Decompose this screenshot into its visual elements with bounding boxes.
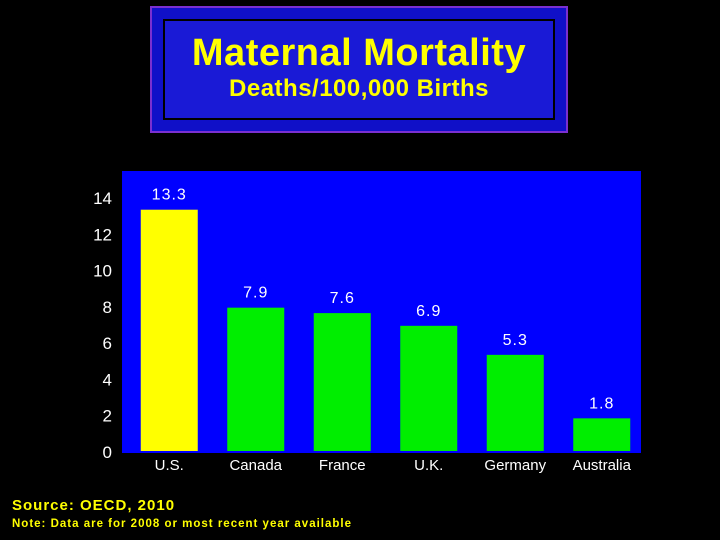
- x-tick-label: France: [319, 457, 366, 474]
- bar-australia: [573, 418, 631, 451]
- y-tick-label: 8: [103, 298, 112, 317]
- bar-germany: [486, 354, 544, 451]
- bars-group: 13.3 7.9 7.6 6.9 5.3 1.8: [140, 187, 631, 451]
- y-tick-label: 12: [93, 225, 112, 244]
- bar-canada: [227, 307, 285, 451]
- note-text: Note: Data are for 2008 or most recent y…: [12, 518, 352, 530]
- data-label: 13.3: [152, 187, 187, 204]
- bar-us: [140, 209, 198, 451]
- y-tick-label: 14: [93, 189, 112, 208]
- bar-uk: [400, 325, 458, 451]
- x-axis: U.S. Canada France U.K. Germany Australia: [155, 457, 632, 474]
- title-box: Maternal Mortality Deaths/100,000 Births: [150, 6, 568, 133]
- x-tick-label: U.K.: [414, 457, 443, 474]
- y-tick-label: 10: [93, 262, 112, 281]
- bar-france: [313, 313, 371, 451]
- y-tick-label: 0: [103, 443, 112, 462]
- y-tick-label: 6: [103, 334, 112, 353]
- chart-title: Maternal Mortality: [191, 32, 527, 74]
- x-tick-label: Canada: [229, 457, 282, 474]
- x-tick-label: Germany: [484, 457, 546, 474]
- y-axis: 0 2 4 6 8 10 12 14: [93, 189, 112, 462]
- y-tick-label: 4: [103, 370, 112, 389]
- data-label: 5.3: [503, 332, 528, 349]
- source-text: Source: OECD, 2010: [12, 497, 176, 514]
- plot-area: [122, 171, 641, 453]
- data-label: 7.9: [243, 285, 268, 302]
- x-tick-label: Australia: [573, 457, 632, 474]
- data-label: 7.6: [330, 290, 355, 307]
- data-label: 1.8: [589, 395, 614, 412]
- chart-subtitle: Deaths/100,000 Births: [229, 75, 489, 102]
- y-tick-label: 2: [103, 407, 112, 426]
- title-panel: Maternal Mortality Deaths/100,000 Births: [163, 19, 555, 120]
- x-tick-label: U.S.: [155, 457, 184, 474]
- data-label: 6.9: [416, 303, 441, 320]
- bar-chart: 0 2 4 6 8 10 12 14 13.3 7.9 7.6 6.9 5.3 1.8 U.S. Cana…: [93, 171, 641, 474]
